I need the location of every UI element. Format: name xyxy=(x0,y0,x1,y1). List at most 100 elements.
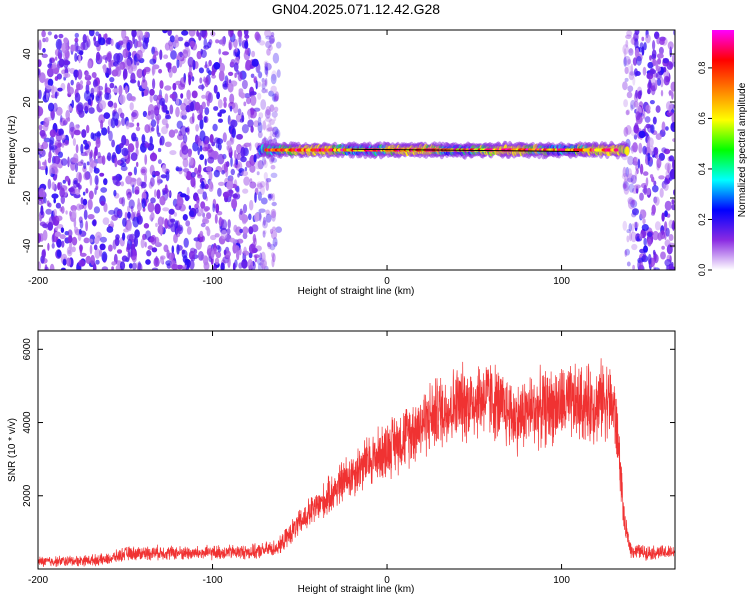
spectrogram-cell xyxy=(164,85,172,91)
spectrogram-cell xyxy=(93,151,96,161)
spectrogram-cell xyxy=(64,59,69,65)
spectrogram-cell xyxy=(183,237,189,248)
spectrogram-cell xyxy=(670,81,675,92)
spectrogram-cell xyxy=(642,218,646,225)
spectrogram-cell xyxy=(214,257,220,265)
spectrogram-cell xyxy=(150,127,155,132)
spectrogram-cell xyxy=(632,198,636,205)
spectrogram-cell xyxy=(626,229,631,234)
spectrogram-cell xyxy=(622,220,628,231)
spectrogram-cell xyxy=(160,255,166,260)
spectrogram-cell xyxy=(639,192,644,201)
spectrogram-cell xyxy=(198,67,204,74)
spectrogram-cell xyxy=(123,228,130,233)
spectrogram-cell xyxy=(635,71,641,76)
spectrogram-cell xyxy=(249,142,252,151)
spectrogram-cell xyxy=(273,93,276,102)
spectrogram-cell xyxy=(51,242,55,249)
spectrogram-cell xyxy=(649,100,655,105)
spectrogram-cell xyxy=(127,220,132,232)
spectrogram-cell xyxy=(633,100,639,108)
spectrogram-cell xyxy=(233,192,241,200)
spectrogram-cell xyxy=(67,235,73,244)
spectrogram-cell xyxy=(108,130,113,142)
spectrogram-cell xyxy=(42,122,49,132)
spectrogram-cell xyxy=(630,199,638,208)
spectrogram-cell xyxy=(669,168,675,180)
spectrogram-cell xyxy=(65,109,70,120)
spectrogram-cell xyxy=(265,106,271,116)
spectrogram-cell xyxy=(254,161,262,170)
spectrogram-cell xyxy=(67,104,72,111)
spectrogram-cell xyxy=(265,67,269,78)
spectrogram-cell xyxy=(229,105,233,112)
spectrogram-cell xyxy=(623,48,627,59)
spectrogram-cell xyxy=(272,237,278,248)
spectrogram-cell xyxy=(652,116,657,125)
spectrogram-cell xyxy=(247,259,254,270)
spectrogram-cell xyxy=(211,70,216,76)
spectrogram-cell xyxy=(108,209,116,215)
spectrogram-cell xyxy=(203,116,207,123)
spectrogram-cell xyxy=(160,225,163,236)
spectrogram-cell xyxy=(202,191,207,200)
spectrogram-cell xyxy=(46,116,52,122)
spectrogram-cell xyxy=(241,214,249,224)
spectrogram-cell xyxy=(199,130,206,142)
spectrogram-cell xyxy=(647,238,652,247)
spectrogram-cell xyxy=(91,220,97,226)
spectrogram-cell xyxy=(199,77,203,84)
spectrogram-cell xyxy=(621,173,629,180)
spectrogram-cell xyxy=(668,89,672,97)
spectrogram-cell xyxy=(230,156,233,167)
spectrogram-cell xyxy=(47,178,52,190)
spectrogram-cell xyxy=(154,50,159,56)
spectrogram-cell xyxy=(654,79,658,91)
spectrogram-cell xyxy=(645,34,651,44)
spectrogram-cell xyxy=(93,166,97,172)
spectrogram-cell xyxy=(237,30,242,38)
spectrogram-cell xyxy=(190,176,196,188)
spectrogram-cell xyxy=(188,156,194,166)
spectrogram-cell xyxy=(177,36,184,42)
spectrogram-cell xyxy=(264,109,271,119)
spectrogram-x-ticks: -200 -100 0 100 xyxy=(28,30,570,287)
spectrogram-cell xyxy=(271,193,276,202)
spectrogram-cell xyxy=(258,112,264,119)
spectrogram-cell xyxy=(92,263,97,270)
spectrogram-cell xyxy=(223,96,227,103)
spectrogram-cell xyxy=(250,73,255,79)
spectrogram-cell xyxy=(261,78,266,87)
spectrogram-cell xyxy=(622,81,628,91)
spectrogram-cell xyxy=(176,58,180,69)
spectrogram-cell xyxy=(142,207,146,212)
spectrogram-cell xyxy=(132,216,139,228)
spectrogram-cell xyxy=(647,61,654,69)
spectrogram-cell xyxy=(127,143,135,153)
spectrogram-cell xyxy=(181,30,189,36)
spectrogram-cell xyxy=(264,77,268,87)
spectrogram-cell xyxy=(154,189,157,198)
spectrogram-cell xyxy=(173,129,179,134)
spectrogram-cell xyxy=(267,242,272,250)
spectrogram-cell xyxy=(126,234,134,241)
spectrogram-cell xyxy=(41,30,46,38)
spectrogram-cell xyxy=(49,129,57,138)
snr-y-ticks: 2000 4000 6000 xyxy=(22,338,675,507)
spectrogram-cell xyxy=(255,81,262,88)
spectrogram-cell xyxy=(114,157,118,168)
spectrogram-cell xyxy=(622,166,627,178)
spectrogram-cell xyxy=(98,37,106,46)
spectrogram-cell xyxy=(83,90,91,102)
spectrogram-cell xyxy=(102,217,110,226)
spectrogram-cell xyxy=(251,224,259,233)
spectrogram-cell xyxy=(236,250,240,261)
spectrogram-cell xyxy=(197,114,203,121)
spectrogram-cell xyxy=(55,106,63,116)
spectrogram-cell xyxy=(122,232,126,241)
spectrogram-cell xyxy=(226,77,229,87)
spectrogram-cell xyxy=(47,31,52,36)
spectrogram-cell xyxy=(151,247,158,253)
spectrogram-cell xyxy=(171,263,179,270)
spectrogram-cell xyxy=(72,138,76,146)
